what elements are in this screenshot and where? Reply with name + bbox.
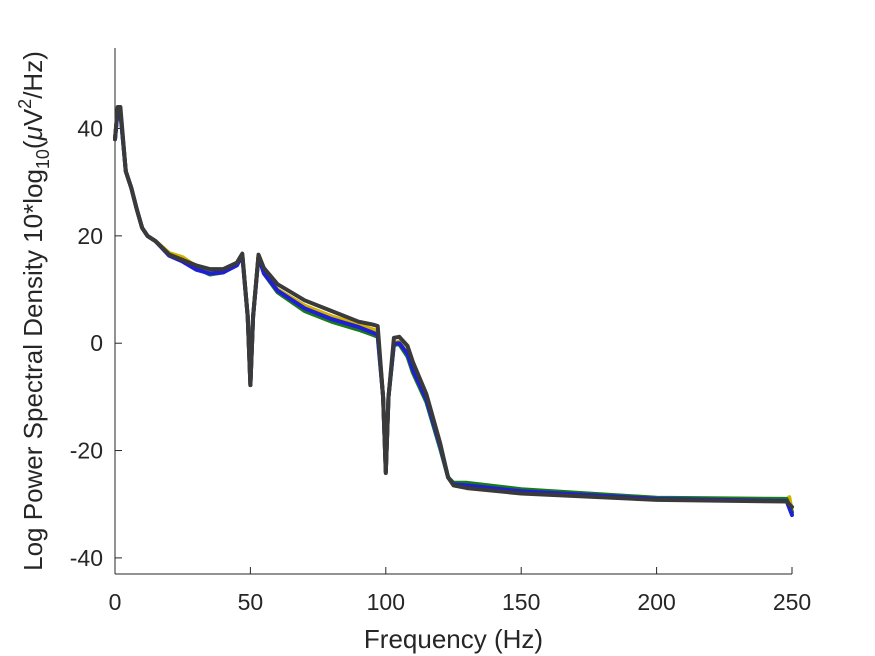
x-tick-label: 0 <box>109 589 122 615</box>
y-axis-title-tail: /Hz) <box>18 51 48 99</box>
y-tick-label: 20 <box>77 223 103 249</box>
x-tick-label: 250 <box>773 589 811 615</box>
y-axis-title-superscript: 2 <box>15 99 35 109</box>
x-tick-label: 50 <box>238 589 264 615</box>
y-axis-title-paren: ( <box>18 140 48 149</box>
x-tick-label: 100 <box>367 589 405 615</box>
series-line-4 <box>113 105 794 509</box>
y-axis-title-main: Log Power Spectral Density 10*log <box>18 169 48 571</box>
axes <box>114 48 792 575</box>
x-tick-label: 200 <box>637 589 675 615</box>
y-axis-title: Log Power Spectral Density 10*log10(μV2/… <box>15 51 53 571</box>
y-axis-title-subscript: 10 <box>33 149 53 169</box>
y-tick-label: -40 <box>70 545 103 571</box>
y-axis-title-unit: V <box>18 108 48 126</box>
series-line-3 <box>113 107 794 517</box>
y-axis-title-mu: μ <box>18 126 48 141</box>
series-line-2 <box>113 107 794 515</box>
y-tick-label: 40 <box>77 116 103 142</box>
series-group <box>113 105 794 517</box>
series-line-1 <box>113 107 794 515</box>
x-axis-title: Frequency (Hz) <box>364 624 543 654</box>
x-tick-label: 150 <box>502 589 540 615</box>
y-tick-label: -20 <box>70 438 103 464</box>
y-tick-label: 0 <box>90 330 103 356</box>
